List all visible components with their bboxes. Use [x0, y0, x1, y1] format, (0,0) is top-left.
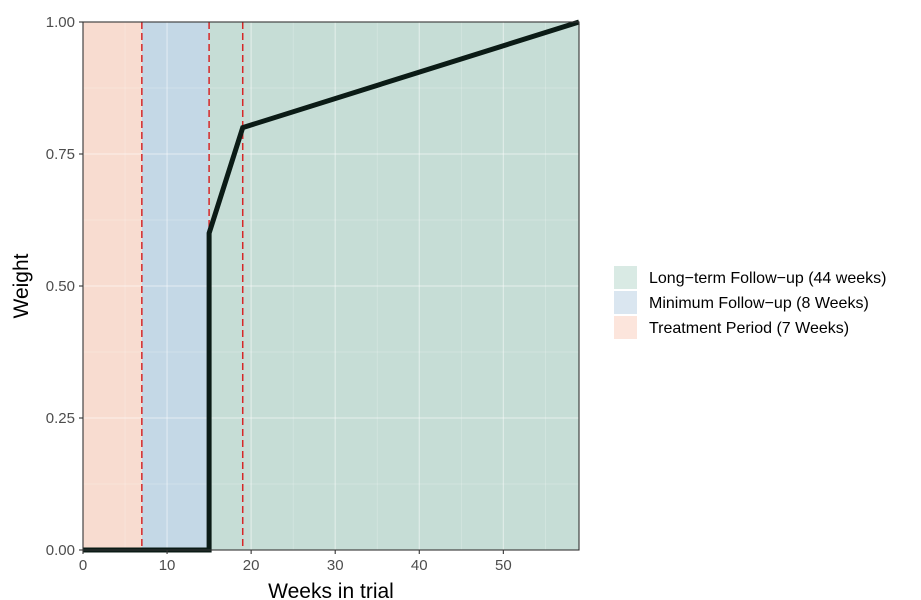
background-regions: [83, 22, 580, 550]
region-0: [83, 22, 142, 550]
legend-label-0: Long−term Follow−up (44 weeks): [649, 270, 886, 287]
y-axis-title: Weight: [10, 253, 33, 318]
y-tick-label: 0.25: [46, 410, 75, 427]
x-tick-label: 50: [495, 557, 512, 574]
y-tick-label: 0.75: [46, 146, 75, 163]
region-2: [209, 22, 580, 550]
legend-label-2: Treatment Period (7 Weeks): [649, 320, 849, 337]
y-axis: 0.00 0.25 0.50 0.75 1.00: [46, 14, 83, 559]
legend-swatch-1: [614, 291, 637, 314]
region-1: [141, 22, 210, 550]
x-tick-label: 20: [243, 557, 260, 574]
x-tick-label: 40: [411, 557, 428, 574]
legend: Long−term Follow−up (44 weeks) Minimum Fo…: [614, 266, 886, 339]
legend-label-1: Minimum Follow−up (8 Weeks): [649, 295, 869, 312]
y-tick-label: 0.00: [46, 542, 75, 559]
legend-swatch-0: [614, 266, 637, 289]
y-tick-label: 1.00: [46, 14, 75, 31]
x-tick-label: 10: [159, 557, 176, 574]
legend-swatch-2: [614, 316, 637, 339]
y-tick-label: 0.50: [46, 278, 75, 295]
x-axis-title: Weeks in trial: [268, 580, 394, 600]
x-tick-label: 0: [79, 557, 87, 574]
x-tick-label: 30: [327, 557, 344, 574]
x-axis: 0 10 20 30 40 50: [79, 550, 512, 574]
